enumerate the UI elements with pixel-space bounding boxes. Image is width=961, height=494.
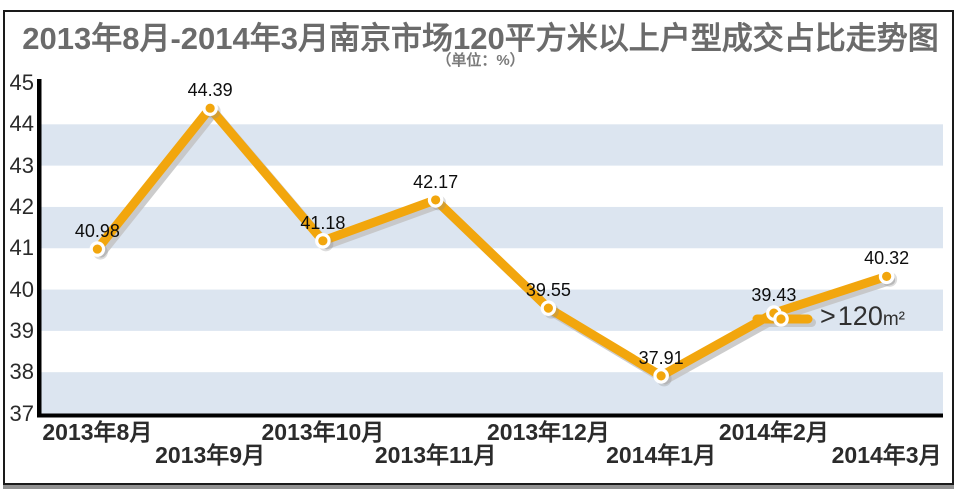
data-point-value-label: 40.32 (864, 248, 910, 269)
chart-unit-label: （单位：%） (436, 52, 525, 69)
y-tick-label: 40 (9, 276, 34, 302)
y-tick-label: 41 (9, 235, 34, 261)
data-point-marker (315, 233, 331, 249)
gridline-band (41, 372, 943, 414)
y-tick-label: 45 (9, 70, 34, 95)
data-point-value-label: 40.98 (74, 221, 120, 242)
data-point-marker (878, 268, 895, 285)
series-legend-label: >120m² (820, 302, 905, 334)
y-tick-label: 38 (9, 359, 34, 385)
data-point-value-label: 44.39 (187, 80, 233, 101)
data-point-marker (653, 368, 669, 384)
data-point-marker (202, 100, 218, 117)
data-point-marker (89, 241, 106, 257)
x-axis-line (37, 413, 943, 418)
x-tick-label: 2013年9月 (155, 442, 266, 468)
data-point-value-label: 41.18 (300, 212, 346, 233)
x-tick-label: 2014年1月 (606, 442, 717, 468)
data-point-value-label: 37.91 (638, 347, 684, 368)
legend-unit-text: m² (882, 309, 905, 330)
y-tick-label: 43 (9, 152, 34, 178)
chart-title: 2013年8月-2014年3月南京市场120平方米以上户型成交占比走势图 (22, 21, 939, 56)
legend-greater-than-symbol: > (820, 301, 838, 331)
y-tick-label: 42 (9, 193, 34, 219)
gridline-band (41, 206, 943, 249)
x-tick-label: 2013年12月 (487, 419, 610, 445)
x-tick-label: 2013年10月 (261, 419, 385, 445)
data-point-value-label: 42.17 (413, 171, 459, 192)
data-point-value-label: 39.55 (525, 280, 571, 301)
x-tick-label: 2014年3月 (831, 442, 942, 468)
legend-value-text: 120 (837, 301, 883, 331)
data-point-marker (427, 192, 444, 208)
x-tick-label: 2014年2月 (718, 419, 829, 445)
chart-frame (3, 10, 954, 485)
y-axis-line (37, 79, 42, 418)
y-tick-label: 44 (9, 111, 34, 137)
data-point-value-label: 39.43 (751, 285, 797, 306)
x-tick-label: 2013年8月 (42, 419, 153, 445)
data-point-marker (540, 300, 557, 316)
legend-key-marker (773, 311, 789, 327)
x-tick-label: 2013年11月 (374, 442, 497, 468)
series-line (92, 103, 892, 381)
y-tick-label: 39 (9, 317, 34, 343)
y-tick-label: 37 (9, 400, 34, 426)
